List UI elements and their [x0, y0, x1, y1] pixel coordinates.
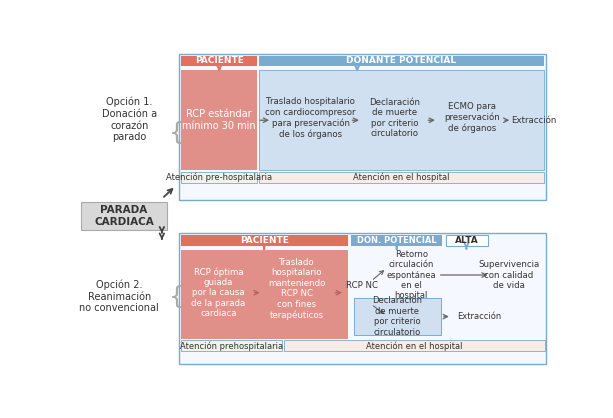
Bar: [351, 250, 443, 339]
Text: Traslado hospitalario
con cardiocompresor
para preservación
de los órganos: Traslado hospitalario con cardiocompreso…: [265, 97, 356, 139]
Text: Atención prehospitalaria: Atención prehospitalaria: [180, 341, 283, 351]
Bar: [354, 298, 441, 335]
Text: RCP NC: RCP NC: [346, 280, 378, 290]
Text: ALTA: ALTA: [455, 236, 478, 245]
Text: Extracción: Extracción: [457, 312, 502, 321]
Text: RCP estándar
mínimo 30 min: RCP estándar mínimo 30 min: [183, 110, 256, 131]
Bar: [284, 340, 545, 351]
Text: Atención pre-hospitalaria: Atención pre-hospitalaria: [166, 173, 272, 182]
Bar: [181, 250, 348, 339]
Text: Atención en el hospital: Atención en el hospital: [353, 173, 449, 182]
Text: Declaración
de muerte
por criterio
circulatorio: Declaración de muerte por criterio circu…: [373, 296, 422, 336]
Text: Atención en el hospital: Atención en el hospital: [365, 341, 462, 351]
Bar: [259, 56, 544, 66]
Text: RCP óptima
guiada
por la causa
de la parada
cardiaca: RCP óptima guiada por la causa de la par…: [191, 267, 246, 318]
Text: Extracción: Extracción: [511, 116, 557, 125]
Bar: [179, 54, 546, 200]
Bar: [181, 235, 348, 246]
Text: Opción 2.
Reanimación
no convencional: Opción 2. Reanimación no convencional: [79, 280, 159, 314]
Bar: [179, 233, 546, 364]
Text: PACIENTE: PACIENTE: [195, 56, 243, 66]
Bar: [259, 70, 544, 170]
Text: Supervivencia
con calidad
de vida: Supervivencia con calidad de vida: [479, 260, 539, 290]
Text: DON. POTENCIAL: DON. POTENCIAL: [357, 236, 436, 245]
Bar: [446, 235, 488, 246]
Text: {: {: [169, 285, 185, 308]
Bar: [80, 202, 167, 229]
Bar: [181, 56, 257, 66]
Text: DONANTE POTENCIAL: DONANTE POTENCIAL: [346, 56, 457, 66]
Text: PARADA
CARDIACA: PARADA CARDIACA: [94, 205, 154, 227]
Text: Declaración
de muerte
por criterio
circulatorio: Declaración de muerte por criterio circu…: [369, 98, 420, 138]
Text: PACIENTE: PACIENTE: [240, 236, 289, 245]
Bar: [181, 172, 257, 183]
Text: Opción 1.
Donación a
corazón
parado: Opción 1. Donación a corazón parado: [102, 97, 157, 142]
Bar: [181, 340, 282, 351]
Bar: [351, 235, 443, 246]
Text: Traslado
hospitalario
manteniendo
RCP NC
con fines
terapéuticos: Traslado hospitalario manteniendo RCP NC…: [268, 258, 326, 320]
Text: ECMO para
preservación
de órganos: ECMO para preservación de órganos: [444, 102, 500, 133]
Text: {: {: [169, 121, 185, 145]
Bar: [259, 172, 544, 183]
Bar: [181, 70, 257, 170]
Text: Retorno
circulación
espontánea
en el
hospital: Retorno circulación espontánea en el hos…: [387, 250, 436, 300]
